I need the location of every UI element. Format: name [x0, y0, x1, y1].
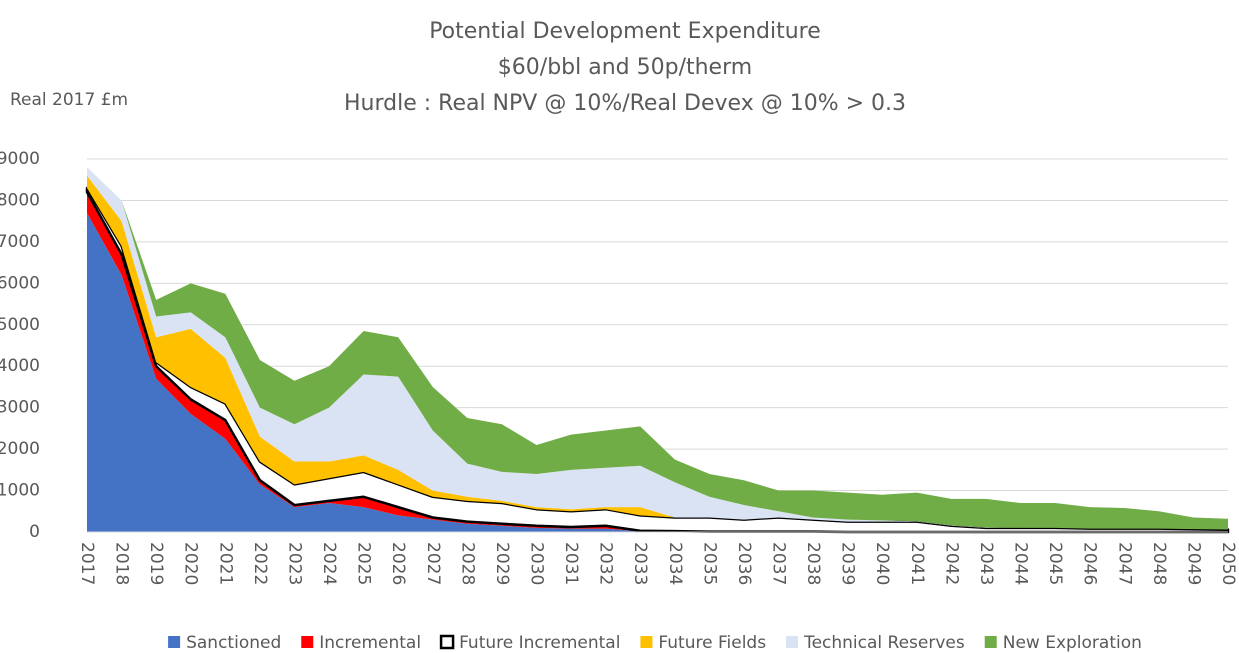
y-tick-label: 2000 [0, 439, 40, 459]
chart-title: Potential Development Expenditure [429, 19, 821, 44]
x-tick-label: 2046 [1080, 542, 1100, 585]
x-tick-label: 2042 [941, 542, 961, 585]
x-tick-label: 2030 [526, 542, 546, 585]
x-tick-label: 2047 [1114, 542, 1134, 585]
x-tick-label: 2025 [354, 542, 374, 585]
area [87, 167, 1228, 530]
y-tick-label: 7000 [0, 232, 40, 252]
legend-swatch [640, 636, 653, 648]
x-tick-label: 2022 [250, 542, 270, 585]
x-tick-label: 2027 [423, 542, 443, 585]
legend-swatch [786, 636, 799, 648]
y-tick-label: 5000 [0, 315, 40, 335]
legend-label: Technical Reserves [803, 633, 965, 653]
x-tick-label: 2033 [630, 542, 650, 585]
x-tick-label: 2036 [734, 542, 754, 585]
x-tick-label: 2041 [907, 542, 927, 585]
legend-label: Future Incremental [459, 633, 620, 653]
x-tick-label: 2018 [112, 542, 132, 585]
area [87, 212, 1228, 532]
x-tick-label: 2028 [457, 542, 477, 585]
legend-swatch [984, 636, 997, 648]
x-tick-label: 2017 [77, 542, 97, 585]
y-tick-label: 4000 [0, 356, 40, 376]
legend-swatch [168, 636, 181, 648]
y-tick-label: 9000 [0, 149, 40, 169]
x-tick-label: 2035 [699, 542, 719, 585]
x-tick-label: 2029 [492, 542, 512, 585]
x-tick-label: 2031 [561, 542, 581, 585]
x-tick-label: 2032 [596, 542, 616, 585]
x-tick-label: 2049 [1183, 542, 1203, 585]
x-tick-label: 2019 [146, 542, 166, 585]
x-tick-label: 2050 [1218, 542, 1238, 585]
x-tick-label: 2021 [215, 542, 235, 585]
legend-label: Sanctioned [186, 633, 281, 653]
chart-subtitle: $60/bbl and 50p/therm [498, 55, 752, 80]
x-tick-label: 2044 [1011, 542, 1031, 585]
y-tick-label: 0 [29, 522, 40, 542]
x-tick-label: 2023 [284, 542, 304, 585]
y-tick-label: 3000 [0, 398, 40, 418]
legend-label: New Exploration [1003, 633, 1142, 653]
x-tick-label: 2045 [1045, 542, 1065, 585]
legend: Sanctioned Incremental Future Incremental F… [168, 633, 1142, 653]
x-tick-label: 2034 [665, 542, 685, 585]
x-tick-label: 2048 [1149, 542, 1169, 585]
y-tick-label: 6000 [0, 273, 40, 293]
x-tick-label: 2024 [319, 542, 339, 585]
x-tick-label: 2020 [181, 542, 201, 585]
chart-subtitle: Hurdle : Real NPV @ 10%/Real Devex @ 10%… [344, 91, 906, 116]
legend-swatch [301, 636, 314, 648]
x-tick-label: 2026 [388, 542, 408, 585]
legend-swatch [439, 634, 455, 650]
x-tick-label: 2043 [976, 542, 996, 585]
y-tick-label: 8000 [0, 190, 40, 210]
y-axis-label: Real 2017 £m [10, 90, 128, 110]
x-tick-label: 2037 [769, 542, 789, 585]
x-tick-label: 2038 [803, 542, 823, 585]
y-tick-label: 1000 [0, 481, 40, 501]
legend-label: Incremental [319, 633, 421, 653]
x-tick-label: 2039 [838, 542, 858, 585]
area [87, 167, 1228, 530]
x-tick-label: 2040 [872, 542, 892, 585]
legend-label: Future Fields [658, 633, 766, 653]
